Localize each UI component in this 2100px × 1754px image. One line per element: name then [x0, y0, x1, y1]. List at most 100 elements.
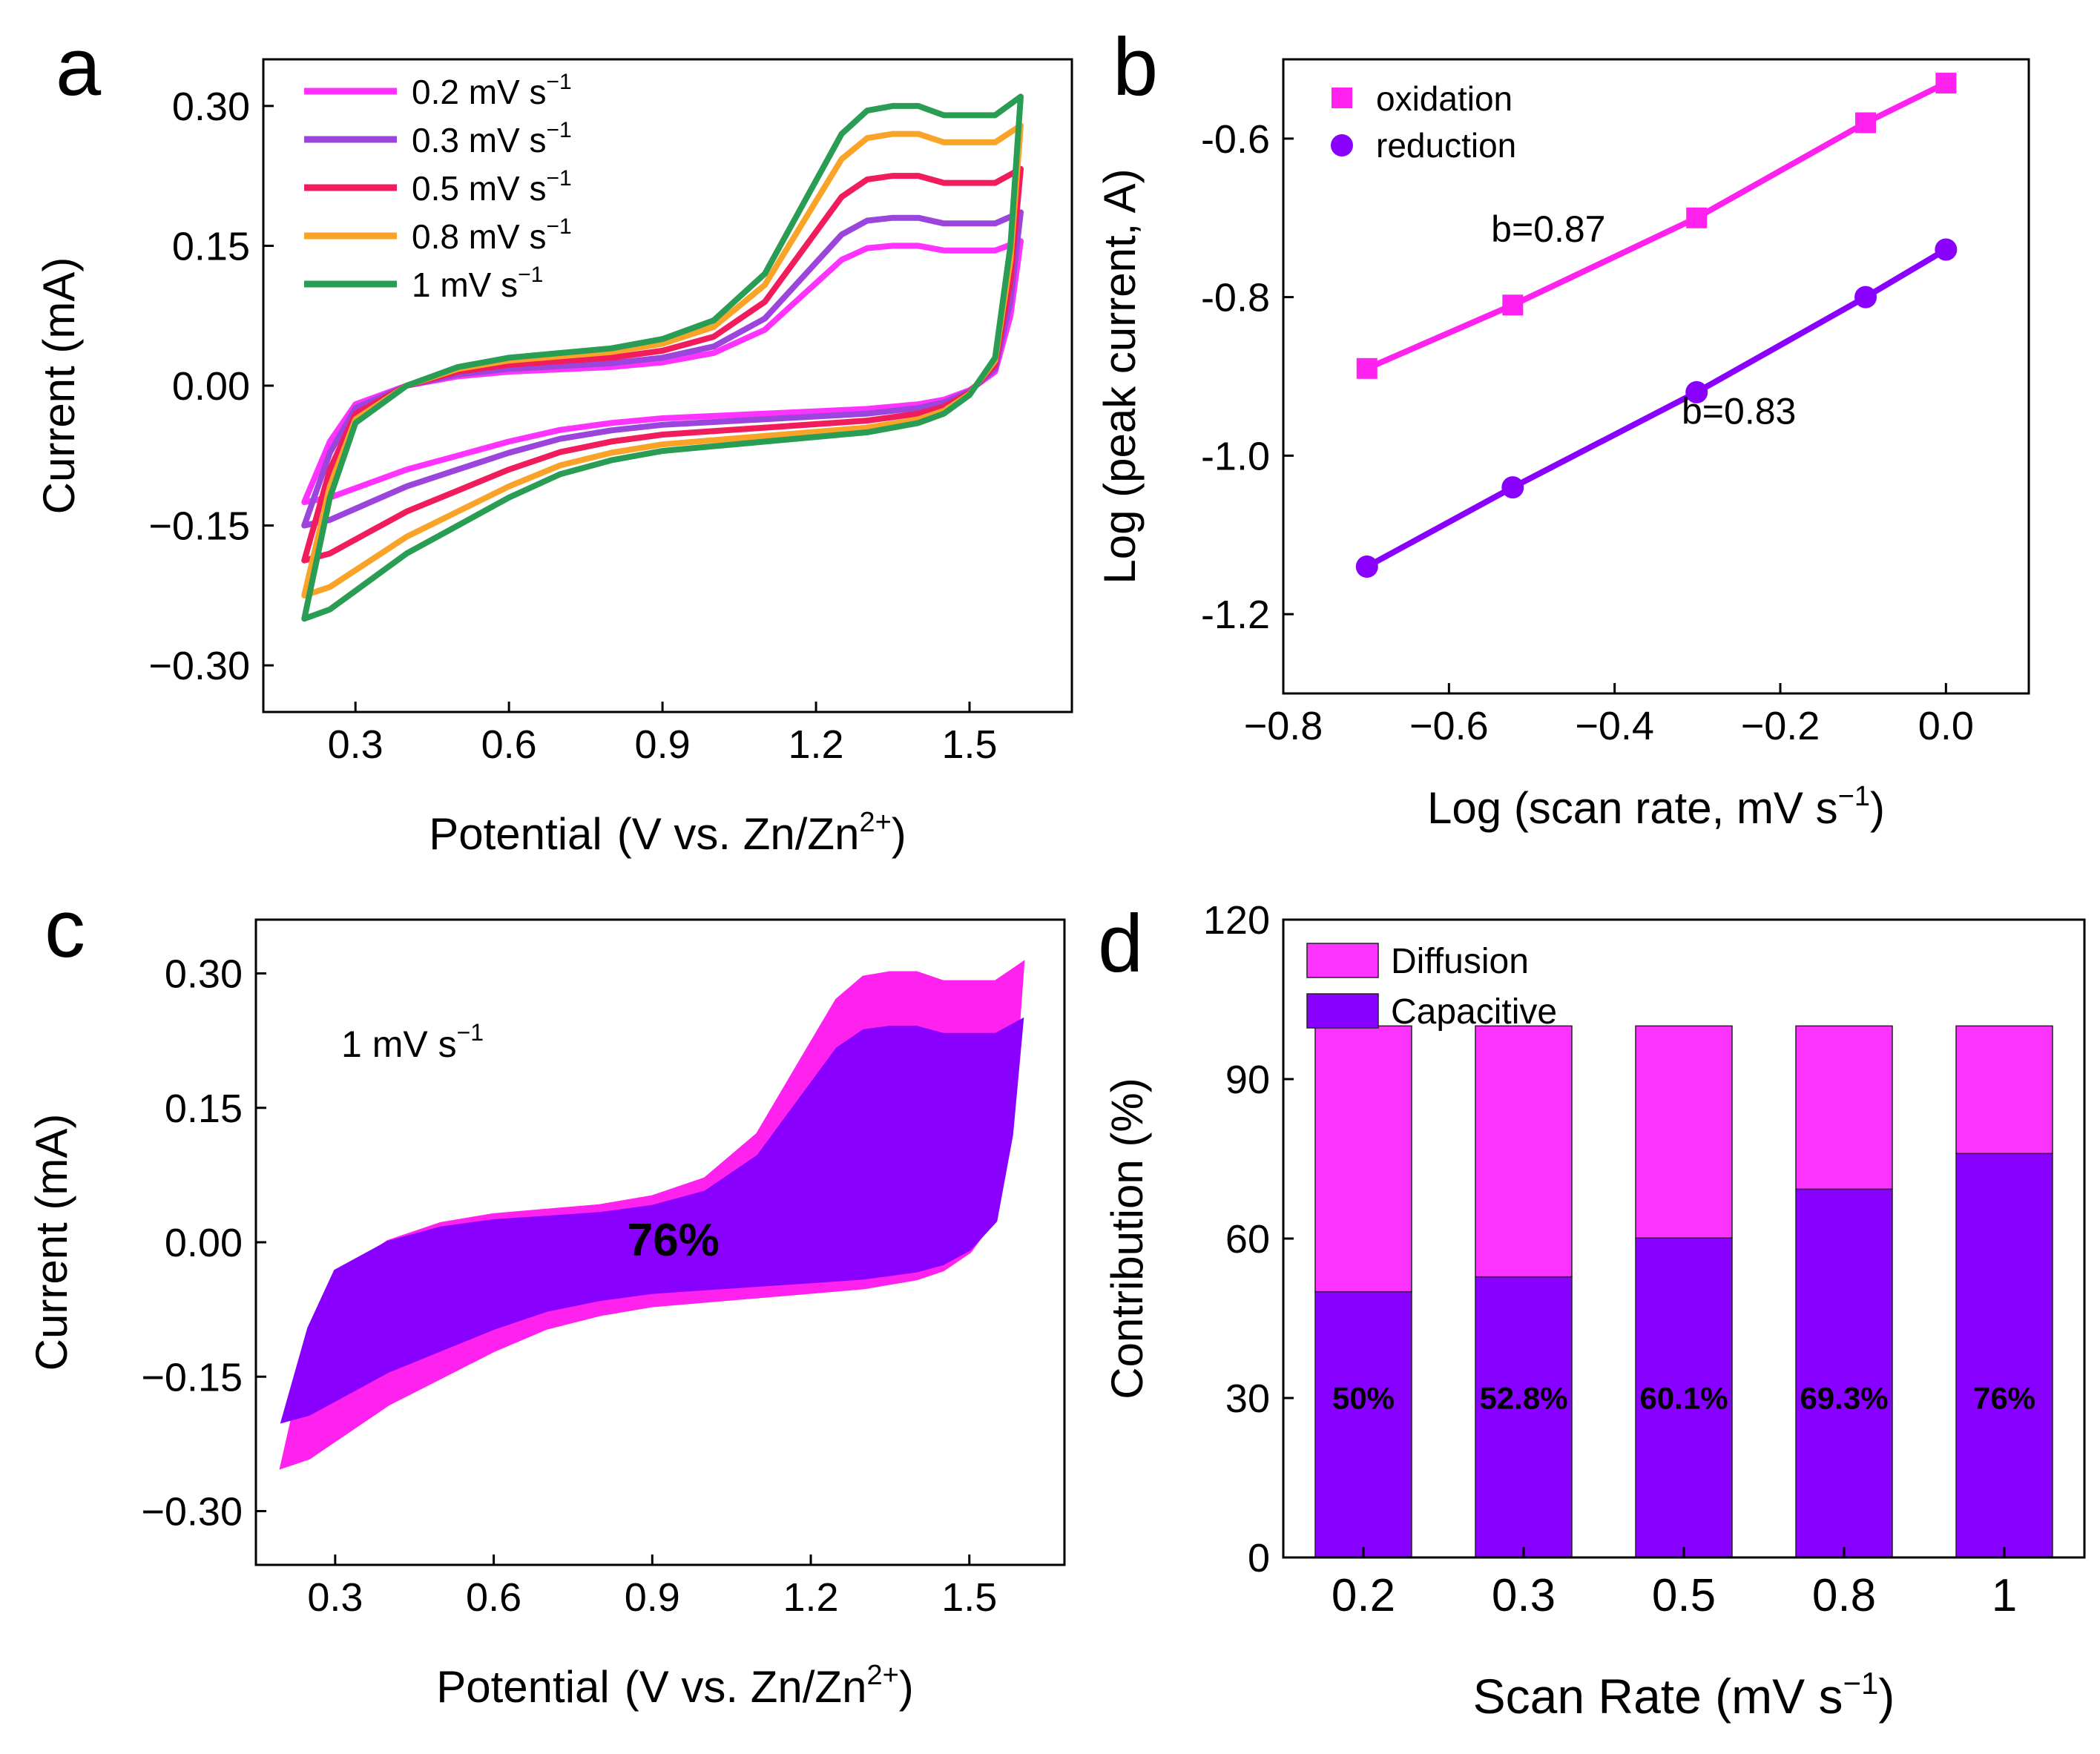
- marker-reduction: [1501, 476, 1524, 499]
- panel-d: d 50% 0.2 52.8% 0.3 60.1% 0.5 69.3% 0.8 76% 1 0 30 60…: [1098, 898, 2086, 1724]
- legend-marker-oxidation: [1332, 88, 1352, 108]
- legend-label-diffusion: Diffusion: [1391, 942, 1529, 981]
- legend-sup: −1: [518, 263, 543, 287]
- x-tick-label: 0.0: [1918, 704, 1974, 748]
- legend-label-4: 1 mV s−1: [412, 263, 543, 304]
- legend-label-0: 0.2 mV s−1: [412, 70, 572, 111]
- bar-diffusion: [1314, 1025, 1412, 1293]
- y-axis-label: Current (mA): [27, 1114, 76, 1371]
- x-tick-label: −0.4: [1575, 704, 1654, 748]
- x-tick-label: 0.3: [307, 1575, 363, 1620]
- legend-label-reduction: reduction: [1376, 126, 1516, 165]
- x-tick-label: 0.3: [1492, 1570, 1556, 1621]
- bar-diffusion: [1475, 1025, 1573, 1278]
- x-tick-label: 1.5: [941, 1575, 997, 1620]
- scan-rate-text: 1 mV s: [341, 1023, 457, 1065]
- legend-swatch-capacitive: [1306, 993, 1379, 1029]
- x-tick-label: 1.2: [789, 722, 844, 767]
- marker-oxidation: [1855, 112, 1877, 133]
- bar-capacitive: [1955, 1153, 2053, 1558]
- plot-frame: [262, 58, 1073, 713]
- legend-sup: −1: [547, 118, 572, 142]
- legend-marker-reduction: [1331, 134, 1353, 156]
- marker-reduction: [1355, 555, 1378, 578]
- legend-label-capacitive: Capacitive: [1391, 992, 1557, 1032]
- marker-reduction: [1854, 286, 1877, 309]
- x-tick-label: −0.2: [1741, 704, 1820, 748]
- x-axis-label: Potential (V vs. Zn/Zn2+): [429, 807, 906, 859]
- x-label-rest: (V vs. Zn/Zn: [617, 809, 860, 859]
- y-tick-label: -0.8: [1201, 276, 1270, 320]
- y-axis-label: Log (peak current, A): [1095, 168, 1145, 584]
- marker-reduction: [1935, 238, 1958, 261]
- x-tick-label: 0.6: [466, 1575, 521, 1620]
- x-label-sup: 2+: [859, 807, 891, 838]
- scan-rate-sup: −1: [457, 1019, 484, 1046]
- x-axis-label: Log (scan rate, mV s−1): [1427, 781, 1885, 833]
- bar-diffusion: [1955, 1025, 2053, 1155]
- capacitive-area: [280, 1017, 1024, 1424]
- x-tick-label: 1.5: [941, 722, 997, 767]
- x-label-sup: 2+: [866, 1660, 898, 1691]
- y-tick-label: 0.30: [172, 85, 250, 129]
- y-tick-label: 0.00: [165, 1221, 243, 1265]
- panel-c: c 0.3 0.6 0.9 1.2 1.5 0.30 0.15 0.00 −0.15 −0.30 Cu…: [27, 883, 1066, 1712]
- bar-percent-label: 69.3%: [1800, 1380, 1888, 1415]
- legend-text: 0.5 mV s: [412, 169, 547, 208]
- y-tick-label: -1.0: [1201, 434, 1270, 478]
- panel-letter: d: [1098, 898, 1143, 989]
- y-tick-label: 120: [1203, 898, 1270, 943]
- y-tick-label: 0.30: [165, 952, 243, 997]
- cv-curve-1: [301, 209, 1024, 529]
- x-tick-label: 0.6: [481, 722, 537, 767]
- y-tick-label: 0.15: [172, 224, 250, 268]
- y-tick-label: −0.15: [148, 504, 250, 549]
- panel-b: b −0.8 −0.6 −0.4 −0.2 0.0 -0.6 -0.8 -1.0 -1.2 Log …: [1095, 22, 2030, 833]
- x-label-close: ): [1878, 1669, 1895, 1724]
- scan-rate-label: 1 mV s−1: [341, 1019, 484, 1065]
- bar-capacitive: [1314, 1290, 1412, 1558]
- x-label-sup: −1: [1838, 781, 1870, 812]
- marker-oxidation: [1502, 294, 1524, 316]
- bar-diffusion: [1635, 1025, 1733, 1239]
- x-tick-label: 0.9: [625, 1575, 680, 1620]
- x-label-sup: −1: [1843, 1666, 1878, 1701]
- y-tick-label: 0.15: [165, 1087, 243, 1131]
- y-axis-label: Contribution (%): [1102, 1078, 1152, 1399]
- cv-curve-2: [301, 165, 1024, 564]
- legend-label-2: 0.5 mV s−1: [412, 166, 572, 208]
- legend-sup: −1: [547, 70, 572, 94]
- marker-oxidation: [1686, 207, 1708, 228]
- x-tick-label: 0.3: [328, 722, 384, 767]
- panel-letter: b: [1113, 22, 1158, 113]
- y-tick-label: 90: [1225, 1058, 1270, 1102]
- x-label-rest: (V vs. Zn/Zn: [625, 1662, 867, 1712]
- cv-curve-4: [301, 93, 1024, 622]
- marker-oxidation: [1935, 73, 1957, 94]
- x-tick-label: −0.6: [1409, 704, 1489, 748]
- x-tick-label: 0.8: [1812, 1570, 1876, 1621]
- y-tick-label: 0: [1248, 1536, 1270, 1580]
- x-tick-label: 1: [1992, 1570, 2017, 1621]
- y-tick-label: 60: [1225, 1217, 1270, 1262]
- x-label-main: Potential: [436, 1662, 610, 1712]
- legend-text: 0.3 mV s: [412, 121, 547, 159]
- y-tick-label: -1.2: [1201, 593, 1270, 637]
- x-label-main: Potential: [429, 809, 602, 859]
- bar-percent-label: 60.1%: [1639, 1380, 1728, 1415]
- legend-text: 0.8 mV s: [412, 217, 547, 256]
- marker-oxidation: [1356, 357, 1377, 379]
- legend-label-1: 0.3 mV s−1: [412, 118, 572, 159]
- slope-annotation: b=0.83: [1682, 391, 1796, 432]
- panel-a: a 0.3 0.6 0.9 1.2 1.5 0.30 0.15 0.00 −0.15 −0.30 Cu…: [34, 22, 1073, 859]
- x-label-main: Log (scan rate, mV s: [1427, 783, 1838, 833]
- x-tick-label: 0.5: [1652, 1570, 1716, 1621]
- x-tick-label: 1.2: [783, 1575, 839, 1620]
- bar-percent-label: 52.8%: [1479, 1380, 1567, 1415]
- x-label-close: ): [1870, 783, 1885, 833]
- y-tick-label: −0.15: [141, 1355, 243, 1399]
- marker-reduction: [1685, 380, 1708, 403]
- x-label-main: Scan Rate (mV s: [1473, 1669, 1843, 1724]
- bar-diffusion: [1795, 1025, 1893, 1190]
